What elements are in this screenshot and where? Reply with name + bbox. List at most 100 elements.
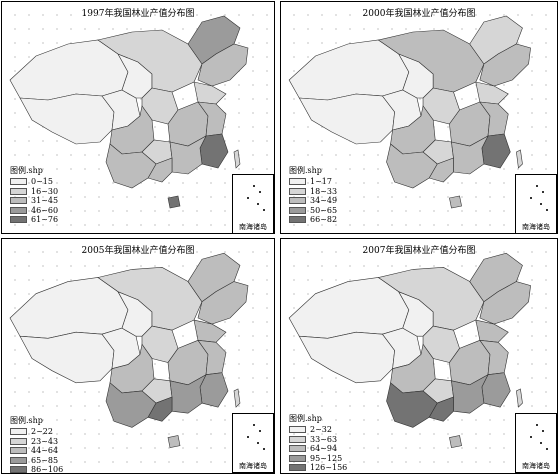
- south-china-sea-inset: 南海诸岛: [232, 413, 274, 473]
- province-hainan: [449, 195, 462, 209]
- province-yunnan: [105, 143, 157, 189]
- province-nchina: [377, 29, 485, 93]
- legend: 图例.shp 1~17 18~33 34~49 50~65 66~82: [289, 165, 337, 225]
- legend-label: 1~17: [310, 177, 332, 187]
- legend-label: 65~85: [31, 455, 59, 465]
- legend-label: 33~63: [310, 434, 338, 444]
- legend-swatch: [289, 426, 306, 434]
- inset-caption: 南海诸岛: [522, 223, 550, 231]
- legend-row: 46~60: [10, 206, 58, 216]
- province-nchina: [377, 267, 485, 331]
- inset-caption: 南海诸岛: [239, 223, 267, 231]
- legend-row: 61~76: [10, 215, 58, 225]
- legend-swatch: [289, 454, 306, 462]
- province-shaanxi: [422, 87, 460, 125]
- province-nw: [288, 39, 410, 101]
- legend-swatch: [289, 464, 306, 472]
- province-nchina: [97, 267, 203, 331]
- south-china-sea-inset: 南海诸岛: [515, 413, 557, 473]
- legend-label: 2~32: [310, 425, 332, 435]
- legend-row: 18~33: [289, 187, 337, 197]
- legend-row: 33~63: [289, 435, 347, 445]
- legend-swatch: [289, 178, 306, 186]
- legend-swatch: [10, 456, 27, 464]
- legend-title: 图例.shp: [289, 166, 322, 175]
- legend-row: 65~85: [10, 456, 63, 466]
- province-hainan: [167, 435, 181, 449]
- legend-swatch: [10, 216, 27, 224]
- map-panel-2005: 2005年我国林业产值分布图 图例.shp 2~22 23~43 44~64 6…: [1, 238, 275, 474]
- legend-row: 2~22: [10, 427, 63, 437]
- legend-swatch: [289, 445, 306, 453]
- province-shaanxi: [141, 87, 179, 125]
- legend-title: 图例.shp: [289, 414, 322, 423]
- province-shandong: [475, 81, 509, 105]
- legend-swatch: [10, 187, 27, 195]
- legend-label: 64~94: [310, 444, 338, 454]
- legend-swatch: [289, 197, 306, 205]
- legend-label: 86~106: [31, 465, 64, 474]
- province-shaanxi: [422, 325, 460, 363]
- legend-swatch: [10, 178, 27, 186]
- legend-label: 34~49: [310, 196, 338, 206]
- province-nchina: [97, 29, 203, 93]
- province-tibet: [298, 331, 395, 384]
- legend-label: 61~76: [31, 215, 59, 225]
- china-map: [9, 252, 249, 449]
- legend-swatch: [10, 428, 27, 436]
- legend-swatch: [289, 216, 306, 224]
- legend-swatch: [289, 187, 306, 195]
- legend: 图例.shp 2~32 33~63 64~94 95~125 126~156: [289, 413, 347, 473]
- legend-row: 31~45: [10, 196, 58, 206]
- legend-label: 31~45: [31, 196, 59, 206]
- legend-swatch: [10, 466, 27, 473]
- legend-row: 64~94: [289, 444, 347, 454]
- legend-swatch: [289, 435, 306, 443]
- china-map: [288, 252, 531, 449]
- map-panel-2007: 2007年我国林业产值分布图 图例.shp 2~32 33~63 64~94 9…: [280, 238, 558, 474]
- province-nw: [9, 277, 129, 339]
- legend-row: 1~17: [289, 177, 337, 187]
- legend-row: 0~15: [10, 177, 58, 187]
- legend-row: 23~43: [10, 437, 63, 447]
- province-hainan: [449, 435, 462, 449]
- panel-title: 2005年我国林业产值分布图: [81, 246, 195, 256]
- panel-title: 2007年我国林业产值分布图: [362, 246, 476, 256]
- legend-label: 23~43: [31, 436, 59, 446]
- province-taiwan: [516, 388, 523, 408]
- legend-row: 86~106: [10, 465, 64, 474]
- legend-swatch: [10, 206, 27, 214]
- province-tibet: [19, 93, 115, 145]
- legend-title: 图例.shp: [10, 166, 43, 175]
- legend-label: 16~30: [31, 186, 59, 196]
- province-taiwan: [233, 388, 241, 408]
- legend-label: 2~22: [31, 427, 53, 437]
- china-map: [9, 15, 249, 209]
- legend-swatch: [10, 197, 27, 205]
- province-tibet: [19, 331, 115, 384]
- legend-swatch: [10, 447, 27, 455]
- panel-title: 2000年我国林业产值分布图: [362, 9, 476, 19]
- legend-label: 95~125: [310, 453, 343, 463]
- legend-row: 66~82: [289, 215, 337, 225]
- legend-row: 16~30: [10, 187, 58, 197]
- province-ne: [479, 43, 531, 87]
- province-taiwan: [516, 149, 523, 169]
- legend-label: 66~82: [310, 215, 338, 225]
- province-shaanxi: [141, 325, 179, 363]
- province-ne: [479, 281, 531, 325]
- legend-swatch: [289, 206, 306, 214]
- legend-row: 126~156: [289, 463, 347, 473]
- legend-row: 44~64: [10, 446, 63, 456]
- province-ne: [197, 281, 249, 325]
- legend-row: 34~49: [289, 196, 337, 206]
- province-shandong: [193, 319, 227, 343]
- map-panel-2000: 2000年我国林业产值分布图 图例.shp 1~17 18~33 34~49 5…: [280, 1, 558, 234]
- inset-caption: 南海诸岛: [522, 462, 550, 470]
- province-shandong: [193, 81, 227, 105]
- legend: 图例.shp 2~22 23~43 44~64 65~85 86~106: [10, 415, 64, 474]
- province-taiwan: [233, 149, 241, 169]
- province-hainan: [167, 195, 181, 209]
- province-yunnan: [386, 382, 438, 428]
- legend-label: 0~15: [31, 177, 53, 187]
